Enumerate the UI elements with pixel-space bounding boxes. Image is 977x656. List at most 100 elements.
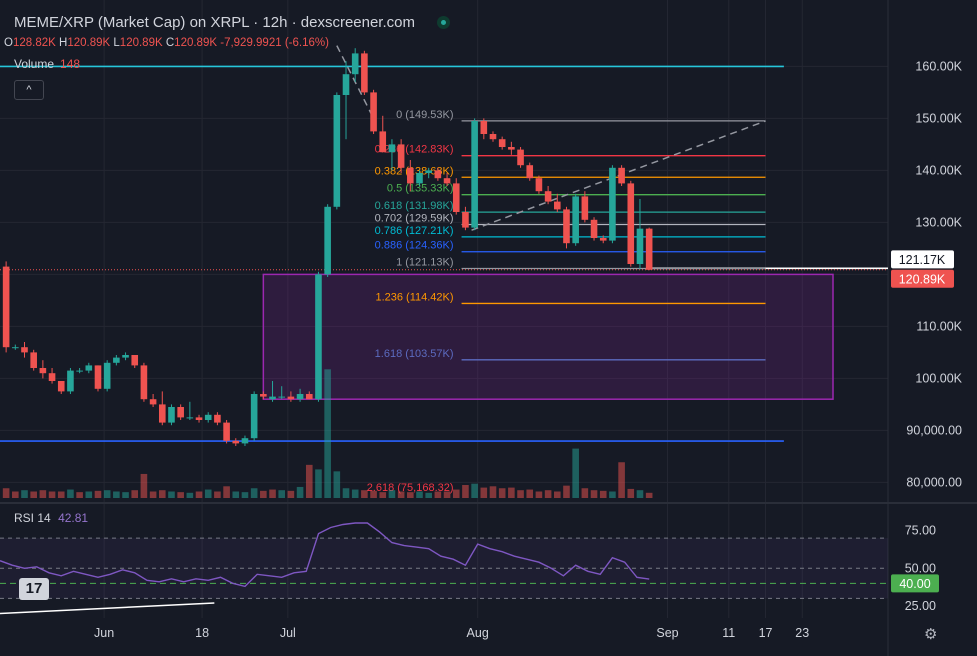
candle-body bbox=[498, 139, 506, 147]
close-value: 120.89K bbox=[174, 37, 218, 49]
candle-body bbox=[94, 365, 102, 389]
fib-level-label: 1 (121.13K) bbox=[396, 257, 453, 269]
change-value: -7,929.9921 (-6.16%) bbox=[220, 37, 329, 49]
rsi-line bbox=[0, 522, 650, 588]
fib-level-label: 0.236 (142.83K) bbox=[375, 144, 454, 156]
price-tick-label: 110.00K bbox=[916, 319, 962, 333]
fib-level-label: 0.5 (135.33K) bbox=[387, 183, 454, 195]
time-tick-label: 23 bbox=[795, 626, 809, 640]
rsi-level-label: 40.00 bbox=[899, 577, 930, 591]
candle-body bbox=[388, 144, 396, 153]
volume-bar bbox=[195, 491, 203, 498]
candle-body bbox=[48, 373, 56, 381]
volume-bar bbox=[452, 489, 460, 498]
rsi-legend: RSI 14 42.81 bbox=[14, 511, 88, 525]
candle-body bbox=[214, 414, 221, 423]
volume-bar bbox=[590, 490, 598, 498]
time-tick-label: Sep bbox=[656, 626, 678, 640]
candle-body bbox=[186, 417, 194, 419]
candle-body bbox=[609, 167, 616, 241]
volume-bar bbox=[508, 487, 515, 498]
volume-bar bbox=[214, 491, 221, 498]
volume-bar bbox=[462, 485, 469, 498]
volume-bar bbox=[122, 492, 129, 498]
volume-bar bbox=[370, 490, 377, 498]
volume-value: 148 bbox=[60, 57, 81, 71]
candle-body bbox=[140, 365, 148, 400]
volume-bar bbox=[186, 492, 194, 498]
volume-bar bbox=[296, 486, 304, 498]
volume-bar bbox=[315, 469, 322, 498]
candle-body bbox=[315, 274, 322, 400]
fib-level-label: 1.236 (114.42K) bbox=[375, 291, 453, 303]
volume-bar bbox=[168, 491, 175, 498]
target-zone-rect bbox=[262, 273, 834, 400]
candle-body bbox=[407, 167, 414, 184]
volume-bar bbox=[113, 491, 120, 498]
high-key: H bbox=[59, 37, 68, 49]
volume-bar bbox=[489, 486, 497, 498]
candle-body bbox=[131, 355, 139, 366]
volume-bar bbox=[158, 490, 166, 498]
volume-label: Volume bbox=[14, 57, 55, 71]
candle-body bbox=[324, 206, 331, 275]
gear-icon[interactable]: ⚙ bbox=[924, 626, 938, 643]
volume-bar bbox=[645, 492, 653, 498]
price-tick-label: 90,000.00 bbox=[906, 423, 962, 437]
fib-level-label: 0.382 (138.68K) bbox=[375, 165, 454, 177]
volume-bar bbox=[57, 491, 65, 498]
fib-level-label: 2.618 (75,168.32) bbox=[367, 482, 454, 494]
candle-body bbox=[76, 370, 83, 372]
candle-body bbox=[305, 394, 313, 400]
fib-level-label: 0 (149.53K) bbox=[396, 109, 453, 121]
candle-body bbox=[30, 352, 37, 368]
volume-legend: Volume 148 bbox=[14, 57, 80, 71]
tradingview-logo[interactable]: 17 bbox=[19, 578, 49, 600]
volume-bar bbox=[177, 492, 184, 498]
volume-bar bbox=[618, 462, 625, 498]
price-axis[interactable]: 160.00K 150.00K 140.00K 130.00K 110.00K 100.0… bbox=[891, 59, 963, 613]
volume-bar bbox=[85, 491, 93, 498]
candle-body bbox=[379, 131, 387, 153]
candle-body bbox=[149, 399, 157, 405]
candle-body bbox=[113, 357, 120, 363]
volume-bar bbox=[361, 490, 368, 498]
candle-body bbox=[2, 266, 10, 348]
candle-body bbox=[572, 196, 579, 244]
rsi-level-box bbox=[891, 574, 939, 593]
candle-body bbox=[361, 53, 368, 93]
candle-body bbox=[636, 228, 644, 264]
volume-bars bbox=[2, 369, 653, 498]
volume-bar bbox=[553, 491, 561, 498]
volume-bar bbox=[48, 491, 56, 498]
time-tick-label: 11 bbox=[722, 626, 735, 640]
volume-bar bbox=[39, 490, 47, 498]
collapse-button[interactable]: ^ bbox=[14, 80, 44, 100]
rsi-label: RSI bbox=[14, 511, 35, 525]
rsi-pane bbox=[0, 522, 888, 615]
fib-level-label: 0.702 (129.59K) bbox=[375, 213, 454, 225]
volume-bar bbox=[407, 492, 414, 498]
price-tick-label: 100.00K bbox=[915, 371, 962, 385]
candle-body bbox=[443, 178, 451, 184]
fib-level-label: 0.886 (124.36K) bbox=[375, 240, 454, 252]
candle-body bbox=[471, 121, 478, 228]
candle-body bbox=[452, 183, 460, 212]
volume-bar bbox=[397, 491, 405, 498]
volume-bar bbox=[351, 489, 359, 498]
rsi-period: 14 bbox=[37, 511, 51, 525]
price-tick-label: 80,000.00 bbox=[906, 475, 962, 489]
price-tick-label: 130.00K bbox=[915, 215, 962, 229]
candle-body bbox=[223, 422, 230, 441]
candle-body bbox=[535, 178, 543, 192]
price-label-text: 121.17K bbox=[899, 253, 946, 267]
candle-body bbox=[526, 165, 534, 179]
low-value: 120.89K bbox=[119, 37, 163, 49]
volume-bar bbox=[67, 489, 74, 498]
volume-bar bbox=[535, 491, 543, 498]
volume-bar bbox=[627, 488, 635, 498]
candle-body bbox=[204, 414, 212, 420]
time-axis[interactable]: Jun 18 Jul Aug Sep 11 17 23 bbox=[94, 626, 809, 640]
fib-level-label: 0.618 (131.98K) bbox=[375, 200, 454, 212]
